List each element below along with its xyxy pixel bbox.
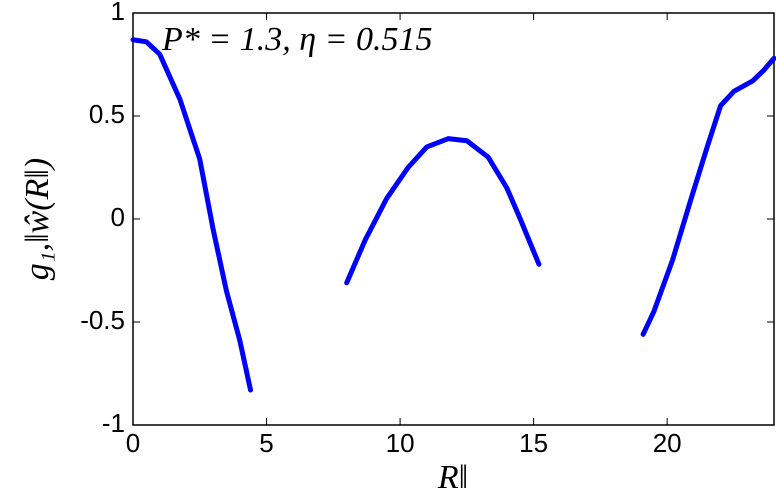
x-tick-label: 0	[126, 428, 140, 458]
y-axis-label: g₁,‖ŵ(R‖)	[19, 158, 56, 281]
x-tick-label: 5	[259, 428, 273, 458]
annotation: P* = 1.3, η = 0.515	[161, 21, 433, 58]
data-line	[130, 37, 776, 393]
y-tick-label: -1	[102, 408, 125, 438]
y-tick-label: 0.5	[89, 99, 125, 129]
x-tick-label: 15	[519, 428, 548, 458]
y-tick-label: 0	[111, 202, 125, 232]
y-tick-label: 1	[111, 0, 125, 26]
y-tick-label: -0.5	[80, 305, 125, 335]
x-tick-label: 10	[386, 428, 415, 458]
plot-frame	[132, 12, 775, 426]
x-tick-label: 20	[653, 428, 682, 458]
x-axis-label: R‖	[437, 459, 468, 496]
